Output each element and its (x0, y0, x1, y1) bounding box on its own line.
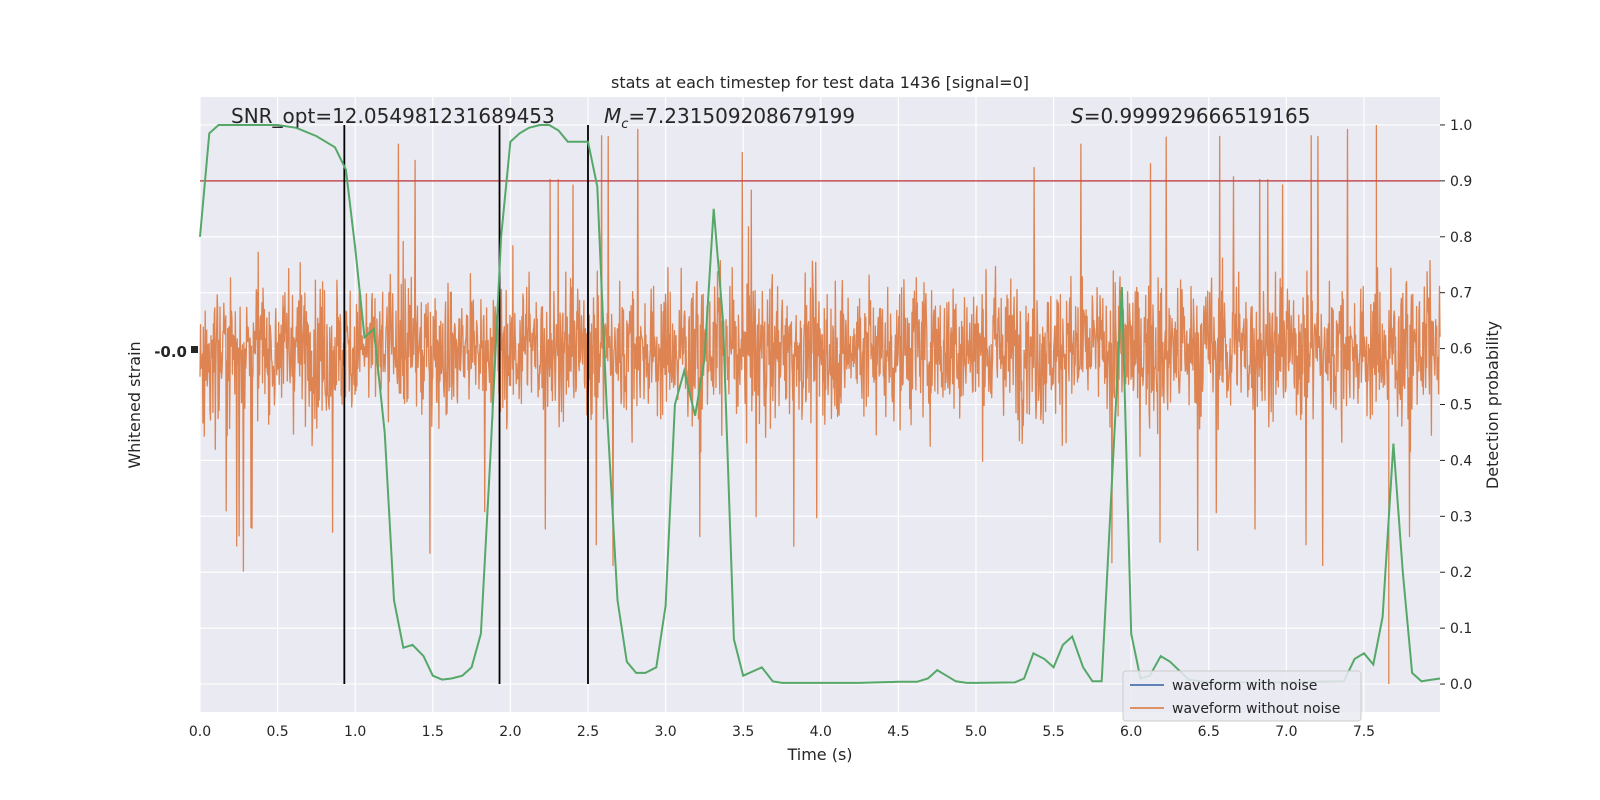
x-tick-label: 4.5 (887, 724, 909, 740)
y-right-axis-label: Detection probability (1483, 321, 1502, 489)
y-right-tick-label: 0.6 (1450, 342, 1472, 358)
x-tick-label: 7.5 (1353, 724, 1375, 740)
x-tick-label: 4.0 (810, 724, 832, 740)
legend: waveform with noise waveform without noi… (1122, 670, 1362, 722)
legend-label-with-noise: waveform with noise (1172, 678, 1317, 694)
x-tick-label: 6.0 (1120, 724, 1142, 740)
y-right-tick-label: 0.0 (1450, 677, 1472, 693)
chart-title: stats at each timestep for test data 143… (611, 73, 1029, 92)
x-tick-label: 2.5 (577, 724, 599, 740)
vertical-lines (343, 124, 589, 685)
x-tick-label: 6.5 (1198, 724, 1220, 740)
y-right-tick-label: 0.1 (1450, 621, 1472, 637)
x-tick-label: 7.0 (1275, 724, 1297, 740)
x-tick-label: 0.5 (266, 724, 288, 740)
x-tick-label: 1.0 (344, 724, 366, 740)
probability-layer (199, 124, 1441, 684)
s-symbol: S (1071, 104, 1084, 128)
y-right-tick-label: 0.2 (1450, 565, 1472, 581)
x-axis-ticks: 0.0 0.5 1.0 1.5 2.0 2.5 3.0 3.5 4.0 4.5 5.0 5.5 6.0 6… (189, 724, 1375, 740)
legend-box (1122, 670, 1362, 722)
chirp-mass-subscript: c (621, 117, 628, 132)
x-tick-label: 0.0 (189, 724, 211, 740)
x-tick-label: 1.5 (422, 724, 444, 740)
s-annotation: S=0.999929666519165 (1071, 104, 1310, 128)
y-left-axis-label: Whitened strain (125, 341, 144, 468)
detection-probability-line (199, 124, 1441, 684)
y-right-tick-label: 1.0 (1450, 118, 1472, 134)
x-tick-label: 5.5 (1042, 724, 1064, 740)
s-value: =0.999929666519165 (1084, 104, 1311, 128)
y-right-tick-label: 0.4 (1450, 453, 1472, 469)
left-axis-tick-label: -0.0 (154, 343, 187, 361)
y-right-tick-label: 0.5 (1450, 398, 1472, 414)
legend-label-without-noise: waveform without noise (1172, 701, 1340, 717)
x-tick-label: 5.0 (965, 724, 987, 740)
y-right-tick-label: 0.8 (1450, 230, 1472, 246)
chirp-mass-annotation: Mc=7.231509208679199 (604, 104, 855, 132)
y-right-tick-label: 0.9 (1450, 174, 1472, 190)
y-right-tick-label: 0.3 (1450, 509, 1472, 525)
chirp-mass-value: =7.231509208679199 (628, 104, 855, 128)
y-right-tick-label: 0.7 (1450, 286, 1472, 302)
left-axis-clutter: -0.0 (154, 343, 198, 361)
x-tick-label: 3.0 (654, 724, 676, 740)
chirp-mass-symbol: M (604, 104, 621, 128)
x-axis-label: Time (s) (786, 745, 852, 764)
x-tick-label: 3.5 (732, 724, 754, 740)
x-tick-label: 2.0 (499, 724, 521, 740)
y-right-axis-ticks: 0.0 0.1 0.2 0.3 0.4 0.5 0.6 0.7 0.8 0.9 1.0 (1440, 118, 1472, 693)
snr-annotation: SNR_opt=12.054981231689453 (231, 104, 555, 128)
left-axis-tick-mark (191, 346, 198, 353)
